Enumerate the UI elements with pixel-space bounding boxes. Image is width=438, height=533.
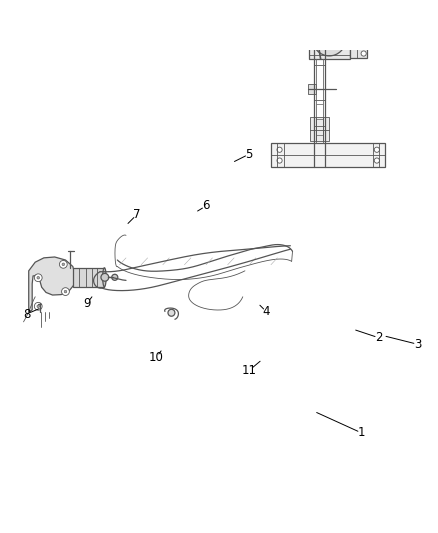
Text: 10: 10: [149, 351, 164, 364]
Text: 6: 6: [202, 199, 210, 213]
Bar: [307, 84, 316, 94]
Text: 9: 9: [83, 297, 91, 310]
Bar: [310, 117, 329, 141]
Ellipse shape: [102, 268, 106, 287]
Text: 8: 8: [23, 308, 30, 320]
Circle shape: [361, 51, 366, 56]
Text: 3: 3: [414, 338, 422, 351]
Circle shape: [64, 290, 67, 293]
Text: 5: 5: [246, 148, 253, 160]
Circle shape: [374, 158, 379, 163]
Circle shape: [101, 273, 109, 281]
Circle shape: [325, 35, 334, 44]
Circle shape: [277, 147, 282, 152]
Circle shape: [313, 23, 346, 56]
Circle shape: [374, 147, 379, 152]
Circle shape: [34, 302, 42, 310]
Circle shape: [361, 27, 366, 33]
Circle shape: [320, 30, 339, 49]
Bar: [73, 268, 104, 287]
Bar: [309, 25, 350, 59]
Bar: [350, 26, 367, 58]
Bar: [271, 143, 385, 167]
Text: 7: 7: [133, 208, 141, 221]
Text: 11: 11: [242, 364, 257, 377]
Circle shape: [168, 309, 175, 316]
Text: 4: 4: [263, 305, 270, 318]
Text: 1: 1: [358, 426, 365, 440]
Circle shape: [62, 288, 69, 295]
Polygon shape: [29, 257, 75, 312]
Circle shape: [62, 263, 65, 265]
Circle shape: [37, 277, 39, 279]
Text: 2: 2: [375, 332, 383, 344]
Circle shape: [34, 274, 42, 281]
Circle shape: [37, 305, 39, 308]
Circle shape: [277, 158, 282, 163]
Circle shape: [112, 274, 118, 280]
Circle shape: [60, 261, 67, 268]
